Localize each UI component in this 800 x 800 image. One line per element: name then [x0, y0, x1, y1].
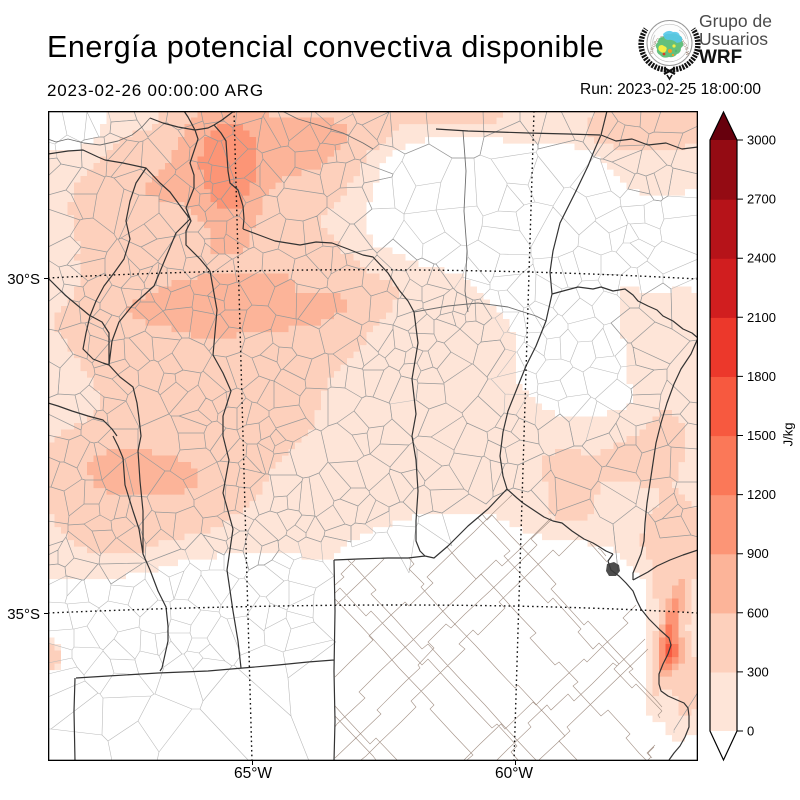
svg-text:2100: 2100 — [747, 310, 776, 325]
svg-text:900: 900 — [747, 546, 769, 561]
svg-text:Usuarios: Usuarios — [699, 29, 768, 49]
svg-text:1200: 1200 — [747, 487, 776, 502]
svg-text:300: 300 — [747, 664, 769, 679]
svg-text:0: 0 — [747, 724, 754, 739]
svg-text:Grupo de: Grupo de — [699, 11, 772, 31]
svg-text:2700: 2700 — [747, 192, 776, 207]
svg-text:1800: 1800 — [747, 369, 776, 384]
svg-text:2400: 2400 — [747, 251, 776, 266]
svg-text:WRF: WRF — [699, 47, 742, 68]
svg-text:3000: 3000 — [747, 133, 776, 148]
svg-text:1500: 1500 — [747, 428, 776, 443]
svg-text:600: 600 — [747, 605, 769, 620]
